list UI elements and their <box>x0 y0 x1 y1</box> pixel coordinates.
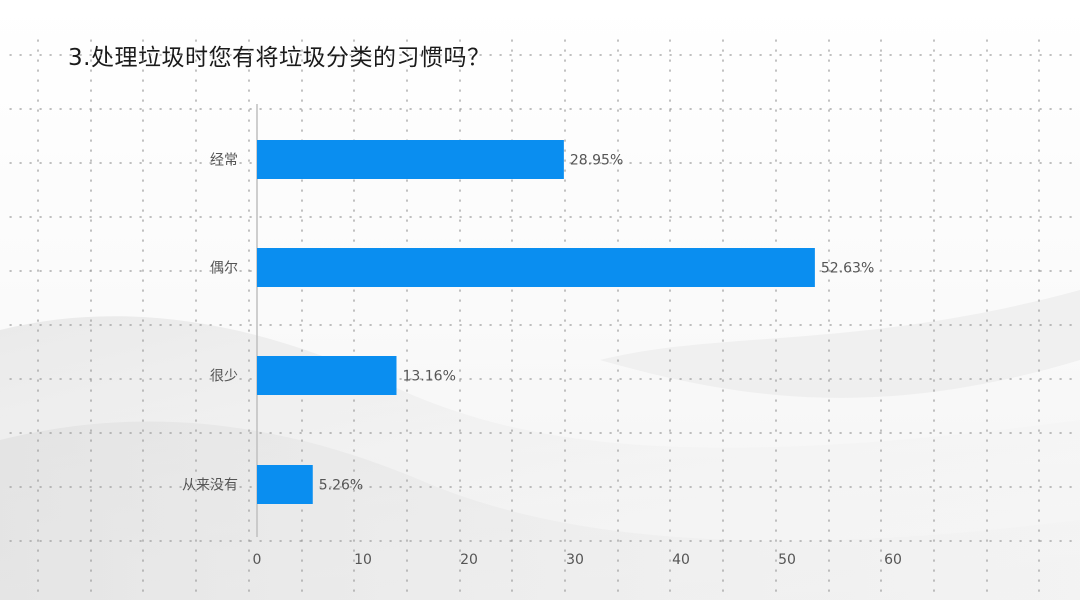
data-label: 13.16% <box>402 369 455 385</box>
x-tick-label: 20 <box>460 552 478 568</box>
x-tick-label: 10 <box>354 552 372 568</box>
category-label: 偶尔 <box>210 261 238 277</box>
grid-layer <box>9 39 1076 596</box>
category-label: 从来没有 <box>182 478 238 494</box>
category-label: 很少 <box>210 369 238 385</box>
x-tick-label: 40 <box>672 552 690 568</box>
data-label: 52.63% <box>821 261 874 277</box>
bar-4 <box>257 465 313 504</box>
label-layer: 经常 28.95% 偶尔 52.63% 很少 13.16% 从来没有 5.26% 0 10 20 30… <box>182 153 902 569</box>
bar-2 <box>257 248 815 287</box>
category-label: 经常 <box>210 153 238 169</box>
bar-1 <box>257 140 564 179</box>
data-label: 5.26% <box>319 478 363 494</box>
chart-title: 3.处理垃圾时您有将垃圾分类的习惯吗？ <box>68 45 491 71</box>
x-tick-label: 30 <box>566 552 584 568</box>
x-tick-label: 0 <box>253 552 262 568</box>
x-tick-label: 50 <box>778 552 796 568</box>
bar-3 <box>257 356 397 395</box>
data-label: 28.95% <box>570 153 623 169</box>
x-tick-label: 60 <box>884 552 902 568</box>
bar-layer <box>257 140 815 504</box>
